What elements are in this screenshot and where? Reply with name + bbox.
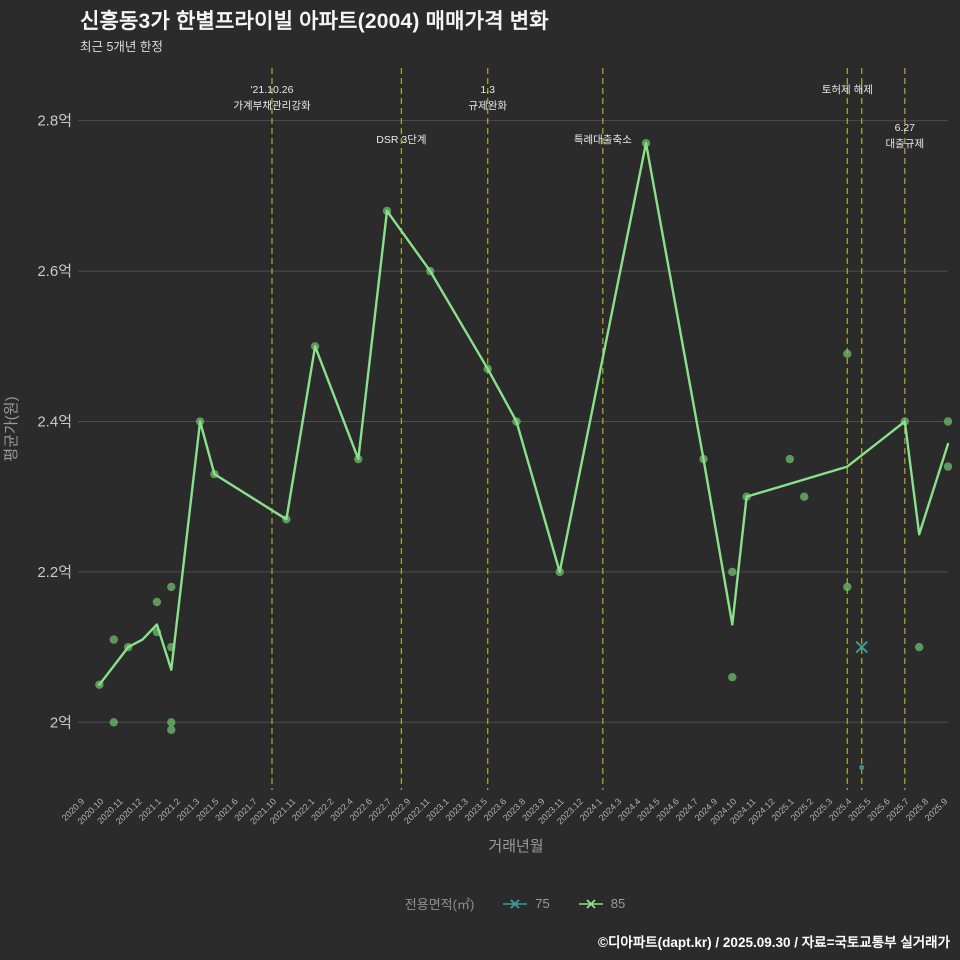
svg-text:2.6억: 2.6억 (37, 263, 72, 280)
x-tick-labels: 2020.92020.102020.112020.122021.12021.22… (60, 796, 950, 826)
y-axis-label: 평균가(원) (3, 396, 20, 461)
svg-text:가계부채관리강화: 가계부채관리강화 (233, 100, 311, 112)
legend-item-85: 85 (578, 896, 625, 911)
legend-label-85: 85 (610, 896, 626, 911)
svg-text:대출규제: 대출규제 (885, 138, 924, 150)
series-85-x-marker-icon (578, 898, 603, 909)
svg-text:2억: 2억 (50, 714, 72, 731)
svg-text:1.3: 1.3 (480, 84, 495, 96)
transaction-dots (95, 139, 953, 771)
legend: 전용면적(㎡) 75 85 (35, 894, 960, 913)
svg-text:2.4억: 2.4억 (37, 414, 72, 431)
page-title: 신흥동3가 한별프라이빌 아파트(2004) 매매가격 변화 (80, 10, 549, 33)
svg-text:2.8억: 2.8억 (37, 113, 72, 130)
svg-text:'21.10.26: '21.10.26 (251, 84, 294, 96)
svg-text:DSR 3단계: DSR 3단계 (376, 134, 426, 146)
source-credit: ©디아파트(dapt.kr) / 2025.09.30 / 자료=국토교통부 실… (598, 935, 950, 950)
x-axis-label: 거래년월 (488, 838, 543, 855)
legend-item-75: 75 (502, 896, 550, 911)
legend-label-75: 75 (535, 896, 550, 911)
svg-text:규제완화: 규제완화 (468, 99, 507, 112)
avg-price-marker-75 (855, 640, 868, 654)
svg-text:2.2억: 2.2억 (37, 564, 72, 581)
series-75-x-marker-icon (503, 898, 528, 909)
svg-text:토허제 해제: 토허제 해제 (822, 83, 873, 96)
svg-text:6.27: 6.27 (895, 122, 916, 134)
avg-price-line-85 (98, 141, 950, 686)
legend-title: 전용면적(㎡) (404, 897, 475, 912)
page-subtitle: 최근 5개년 한정 (80, 40, 163, 54)
y-tick-labels: 2억 2.2억 2.4억 2.6억 2.8억 (37, 113, 72, 732)
svg-text:특례대출축소: 특례대출축소 (574, 134, 632, 146)
